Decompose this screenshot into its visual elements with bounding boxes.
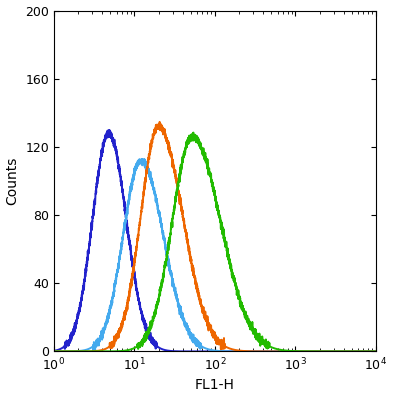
- Y-axis label: Counts: Counts: [6, 157, 20, 205]
- X-axis label: FL1-H: FL1-H: [195, 378, 235, 392]
